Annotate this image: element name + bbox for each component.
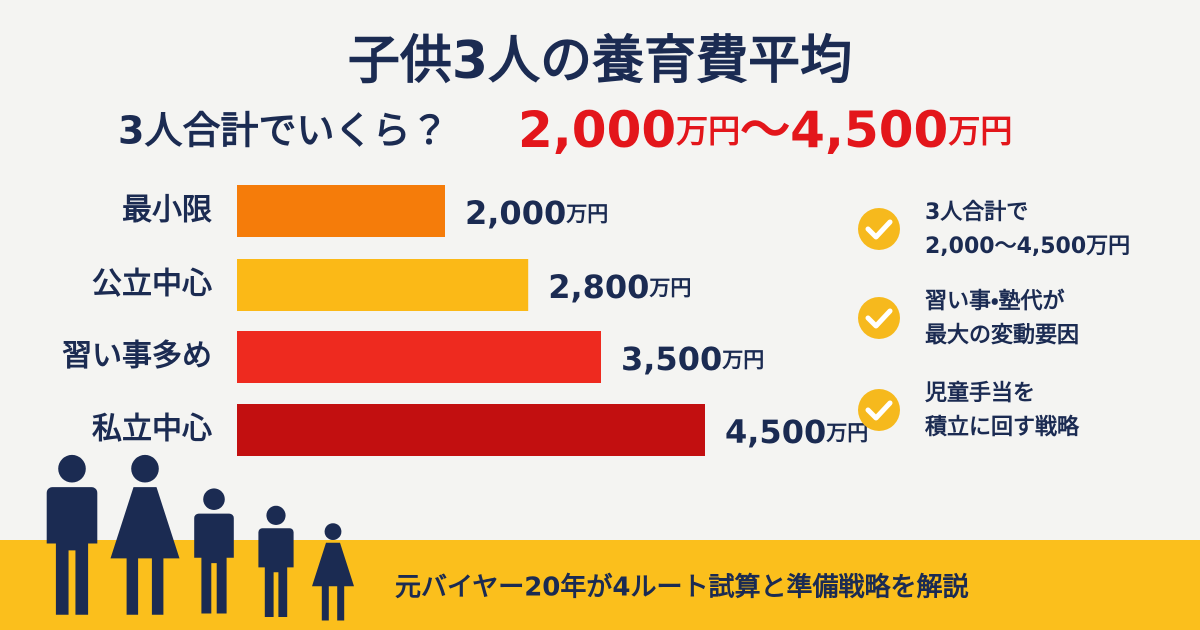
bar: [237, 404, 705, 456]
note-line: 2,000〜4,500万円: [925, 234, 1130, 259]
check-mark: [865, 219, 893, 240]
check-mark: [865, 308, 893, 329]
category-label: 最小限: [122, 193, 212, 228]
value-number: 2,000: [465, 194, 566, 232]
note-line: 習い事・塾代が: [925, 288, 1064, 314]
value-label: 4,500万円: [725, 413, 868, 451]
highlight-part: 万円: [676, 112, 740, 150]
subtitle: 3人合計でいくら？: [118, 109, 448, 153]
value-unit: 万円: [565, 202, 608, 226]
category-label: 私立中心: [92, 412, 212, 447]
bar: [237, 331, 601, 383]
check-mark: [865, 400, 893, 421]
bar: [237, 185, 445, 237]
value-unit: 万円: [825, 421, 868, 445]
title: 子供3人の養育費平均: [348, 31, 852, 91]
highlight-part: 〜4,500: [740, 101, 948, 159]
check-icon: [858, 297, 900, 339]
note-line: 積立に回す戦略: [925, 414, 1080, 440]
check-icon: [858, 389, 900, 431]
highlight: 2,000万円〜4,500万円: [518, 101, 1012, 159]
value-unit: 万円: [648, 276, 691, 300]
category-label: 公立中心: [92, 267, 212, 302]
footer-text: 元バイヤー20年が4ルート試算と準備戦略を解説: [395, 572, 969, 603]
value-label: 3,500万円: [621, 340, 764, 378]
check-icon: [858, 208, 900, 250]
highlight-part: 万円: [948, 112, 1012, 150]
note-line: 児童手当を: [924, 381, 1035, 406]
value-label: 2,800万円: [548, 268, 691, 306]
value-number: 2,800: [548, 268, 649, 306]
highlight-part: 2,000: [518, 101, 676, 159]
value-unit: 万円: [721, 348, 764, 372]
value-label: 2,000万円: [465, 194, 608, 232]
category-label: 習い事多め: [62, 339, 212, 374]
note-line: 最大の変動要因: [925, 323, 1079, 348]
note-line: 3人合計で: [925, 199, 1028, 225]
bar: [237, 259, 529, 311]
value-number: 3,500: [621, 340, 722, 378]
value-number: 4,500: [725, 413, 826, 451]
